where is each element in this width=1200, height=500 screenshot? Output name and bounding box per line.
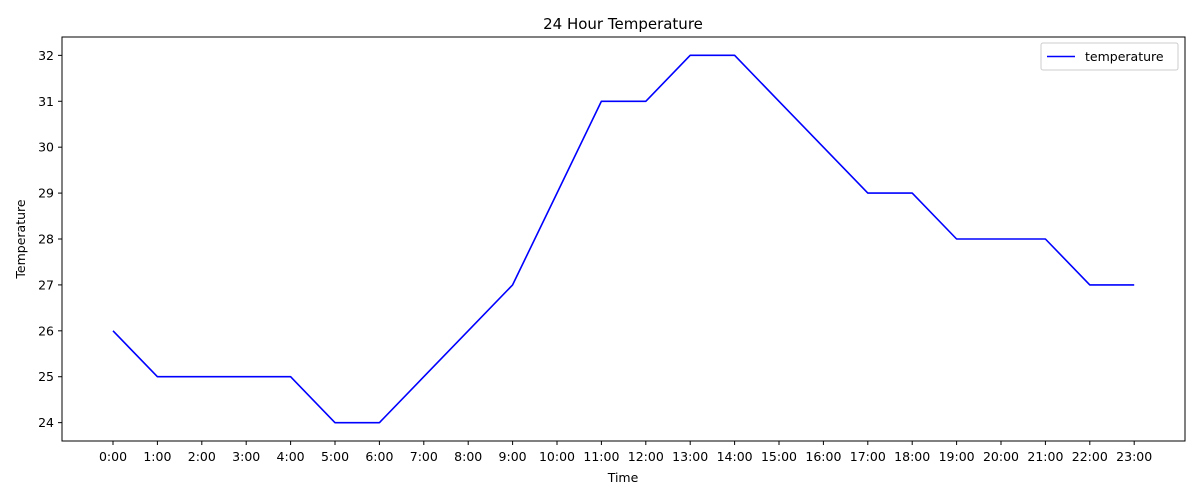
x-tick-label: 6:00	[365, 449, 393, 464]
x-tick-label: 10:00	[539, 449, 575, 464]
x-tick-label: 4:00	[277, 449, 305, 464]
y-tick-label: 30	[38, 140, 54, 155]
x-tick-label: 16:00	[805, 449, 841, 464]
y-tick-label: 27	[38, 277, 54, 292]
x-tick-label: 3:00	[232, 449, 260, 464]
y-tick-label: 28	[38, 232, 54, 247]
x-tick-label: 0:00	[99, 449, 127, 464]
x-tick-label: 2:00	[188, 449, 216, 464]
legend: temperature	[1040, 42, 1179, 71]
tick-layer: 24 25 26 27 28 29 30 31 32 0:00 1:00 2:00 3:00 4:00 5:…	[38, 48, 1152, 464]
x-tick-label: 18:00	[894, 449, 930, 464]
x-axis-title: Time	[607, 470, 639, 485]
x-tick-label: 15:00	[761, 449, 797, 464]
legend-box	[1040, 42, 1179, 71]
x-tick-label: 23:00	[1116, 449, 1152, 464]
x-tick-label: 7:00	[410, 449, 438, 464]
y-tick-label: 32	[38, 48, 54, 63]
x-tick-label: 5:00	[321, 449, 349, 464]
x-tick-label: 19:00	[939, 449, 975, 464]
y-tick-label: 24	[38, 415, 54, 430]
legend-label: temperature	[1085, 49, 1164, 64]
plot-frame	[61, 36, 1186, 442]
y-tick-label: 26	[38, 323, 54, 338]
series-line-temperature	[112, 54, 1135, 424]
chart-title: 24 Hour Temperature	[543, 15, 703, 33]
y-tick-label: 25	[38, 369, 54, 384]
x-tick-label: 1:00	[143, 449, 171, 464]
x-tick-label: 21:00	[1027, 449, 1063, 464]
y-tick-label: 31	[38, 94, 54, 109]
y-tick-label: 29	[38, 186, 54, 201]
x-tick-label: 12:00	[628, 449, 664, 464]
x-tick-label: 13:00	[672, 449, 708, 464]
y-axis-title: Temperature	[13, 199, 28, 279]
x-tick-label: 11:00	[583, 449, 619, 464]
x-tick-label: 17:00	[850, 449, 886, 464]
x-tick-label: 8:00	[454, 449, 482, 464]
plot-layer	[112, 54, 1135, 424]
x-tick-label: 9:00	[499, 449, 527, 464]
x-tick-label: 14:00	[717, 449, 753, 464]
x-tick-label: 22:00	[1072, 449, 1108, 464]
x-tick-label: 20:00	[983, 449, 1019, 464]
